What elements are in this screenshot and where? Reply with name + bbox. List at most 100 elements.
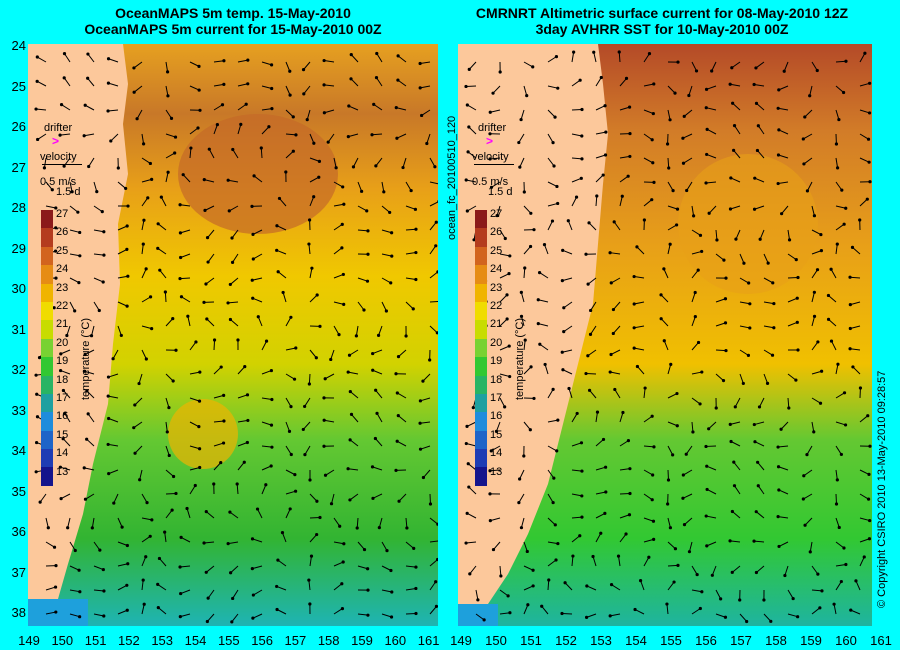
current-arrow-head (795, 320, 799, 324)
current-arrow (252, 538, 263, 543)
current-arrow-head (132, 90, 136, 94)
current-arrow-head (608, 370, 612, 374)
current-arrow (547, 133, 554, 143)
current-arrow-head (171, 379, 175, 383)
current-arrow-head (613, 387, 617, 392)
current-arrow (187, 316, 191, 327)
current-arrow-head (832, 602, 836, 606)
current-arrow-head (228, 510, 232, 514)
current-arrow-head (595, 194, 599, 198)
current-arrow (835, 392, 845, 399)
current-arrow (811, 250, 822, 255)
current-arrow (467, 205, 477, 212)
current-arrow-head (488, 492, 492, 496)
current-arrow (499, 565, 502, 577)
colorbar-tick-label: 15 (56, 428, 69, 441)
current-arrow (739, 301, 750, 305)
current-arrow-head (101, 567, 105, 572)
left-cold-corner (28, 599, 88, 626)
current-arrow (521, 316, 525, 327)
current-arrow (277, 559, 287, 567)
current-arrow-head (322, 111, 326, 115)
current-arrow-head (668, 242, 672, 246)
current-arrow (309, 294, 318, 303)
current-arrow-head (86, 52, 90, 56)
current-arrow-head (197, 64, 201, 68)
current-arrow (136, 109, 143, 119)
current-arrow (499, 229, 506, 239)
current-arrow-head (866, 137, 871, 141)
current-arrow (811, 341, 819, 351)
current-arrow-head (840, 188, 844, 192)
current-arrow-head (167, 405, 171, 410)
current-arrow (491, 181, 501, 188)
current-arrow-head (494, 429, 499, 433)
current-arrow-head (551, 141, 555, 145)
current-arrow-head (366, 229, 370, 233)
current-arrow-head (650, 138, 654, 142)
current-arrow (69, 277, 80, 284)
colorbar-tick-label: 21 (56, 318, 69, 331)
colorbar-tick-label: 25 (490, 244, 503, 257)
current-arrow-head (334, 166, 338, 170)
current-arrow (571, 79, 581, 87)
current-arrow (229, 511, 239, 519)
current-arrow-head (315, 532, 319, 537)
current-arrow (637, 366, 645, 375)
current-arrow (667, 244, 671, 255)
current-arrow (324, 373, 335, 380)
current-arrow-head (348, 389, 352, 394)
current-arrow (64, 413, 71, 423)
current-arrow (237, 461, 245, 471)
current-arrow-head (428, 502, 433, 506)
current-arrow (85, 493, 95, 500)
current-arrow-head (231, 596, 235, 601)
current-arrow-head (259, 146, 263, 150)
current-arrow-head (803, 115, 807, 119)
current-arrow-head (181, 173, 185, 177)
current-arrow-head (207, 147, 211, 151)
current-arrow (420, 421, 431, 424)
current-arrow-head (498, 70, 502, 74)
current-arrow (349, 349, 359, 356)
current-arrow (108, 58, 119, 63)
current-arrow-head (288, 69, 292, 73)
current-arrow-head (326, 140, 330, 144)
current-arrow (571, 469, 582, 472)
current-arrow-head (418, 86, 422, 90)
current-arrow (117, 609, 128, 615)
current-arrow (730, 83, 741, 87)
current-arrow (547, 493, 554, 503)
current-arrow-head (467, 485, 471, 489)
current-arrow (261, 126, 270, 135)
current-arrow (610, 371, 621, 375)
current-arrow-head (246, 82, 250, 86)
current-arrow (787, 397, 790, 409)
current-arrow-head (366, 613, 370, 617)
current-arrow (349, 439, 359, 447)
current-arrow-head (757, 405, 762, 409)
current-arrow-head (275, 584, 279, 589)
current-arrow (859, 415, 869, 423)
current-arrow-head (347, 353, 352, 357)
current-arrow-head (42, 166, 47, 170)
current-arrow-head (841, 90, 846, 95)
current-arrow-head (230, 620, 234, 624)
current-arrow (429, 157, 436, 167)
current-arrow (643, 109, 654, 115)
current-arrow-head (125, 583, 129, 587)
current-arrow (706, 153, 717, 159)
current-arrow-head (551, 500, 555, 505)
current-arrow (499, 397, 506, 408)
current-arrow-head (269, 63, 274, 67)
current-arrow (611, 277, 621, 284)
current-arrow (60, 349, 71, 355)
current-arrow-head (755, 148, 760, 153)
current-arrow-head (78, 254, 82, 258)
current-arrow-head (59, 368, 63, 373)
current-arrow-head (626, 439, 631, 443)
current-arrow (643, 469, 653, 476)
current-arrow-head (275, 607, 279, 612)
current-arrow-head (366, 588, 370, 592)
current-arrow-head (371, 368, 375, 372)
